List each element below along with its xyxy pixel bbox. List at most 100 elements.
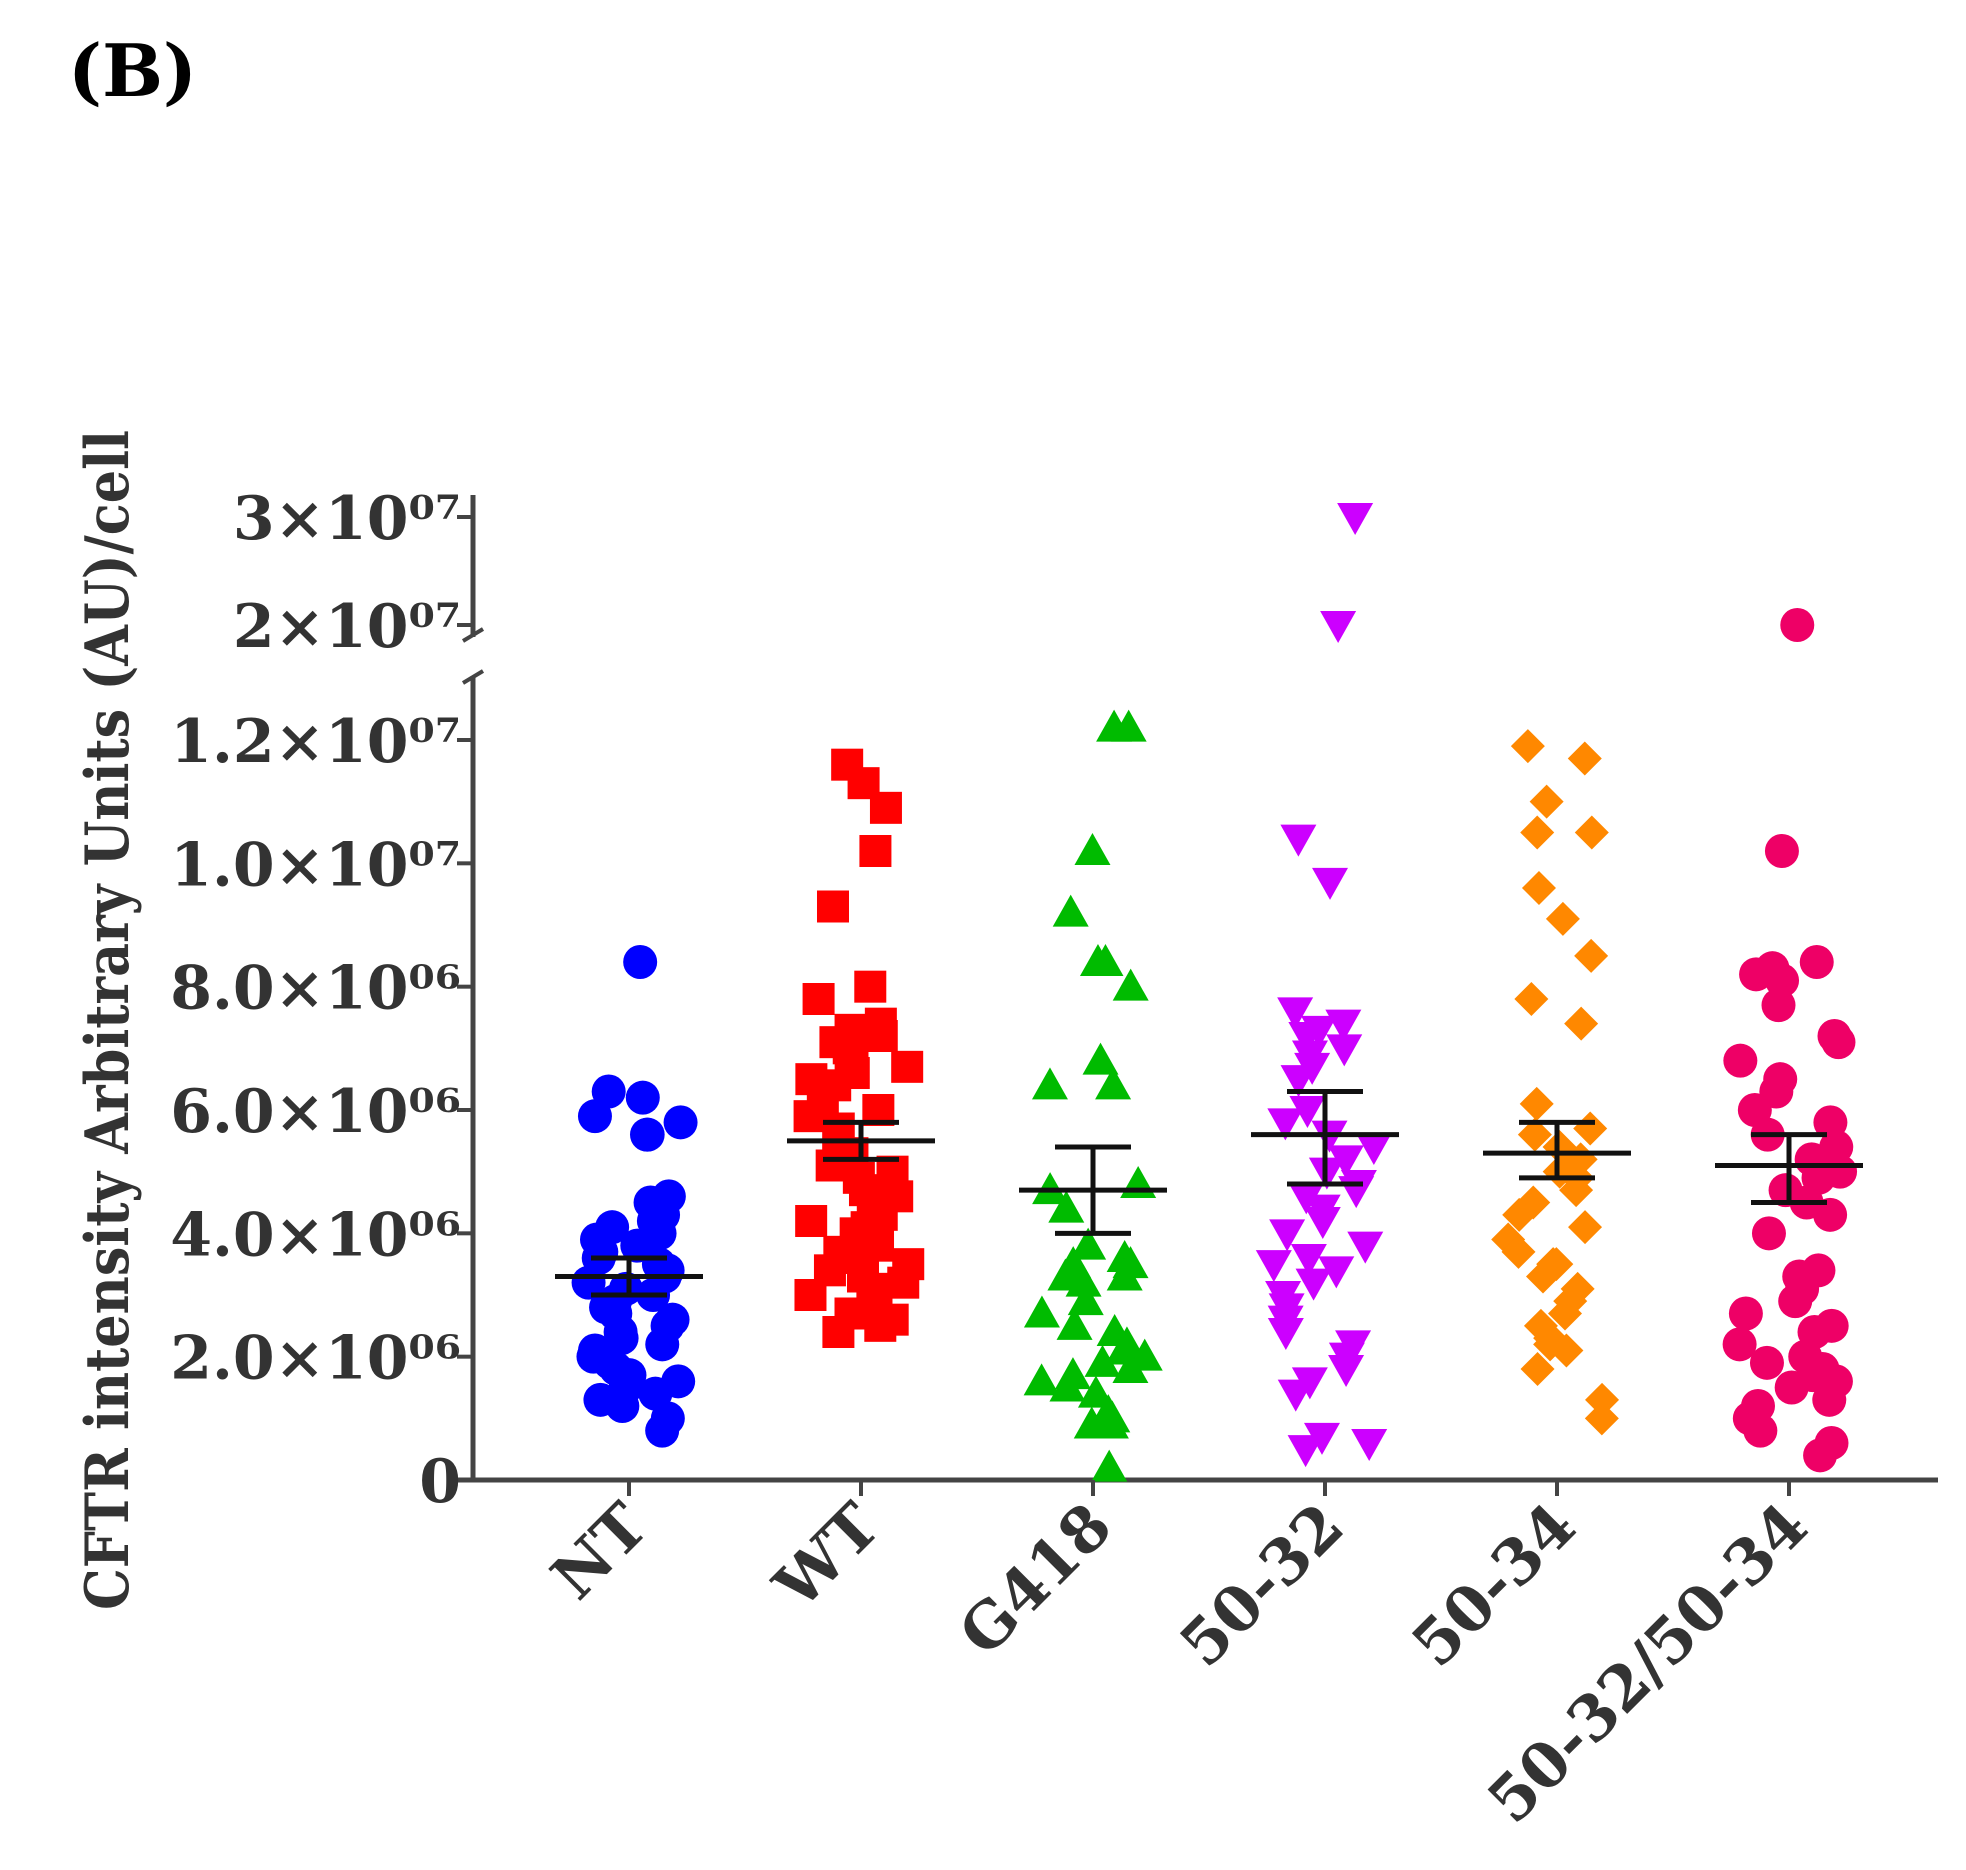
50-34-data-point [1514,982,1549,1016]
50-32-data-point [1351,1429,1388,1461]
50-32-data-point [1355,1133,1392,1165]
50-32-data-point [1255,1250,1292,1283]
nt-data-point [630,1117,665,1152]
g418-data-point [1112,1351,1149,1383]
g418-data-point [1031,1067,1068,1100]
g418-data-point [1067,1283,1104,1316]
50-32-data-point [1347,1231,1384,1264]
wt-data-point [891,1050,924,1083]
50-32-data-point [1280,824,1317,857]
50-32-data-point [1280,1065,1317,1098]
50-32-50-34-data-point [1743,1413,1778,1448]
50-34-data-point [1574,815,1609,850]
50-32-data-point [1277,997,1314,1030]
wt-data-point [854,970,887,1003]
category-label: 50-34 [1398,1489,1590,1681]
y-tick-label: 6.0×10⁰⁶ [170,1077,461,1147]
50-34-data-point [1568,1210,1603,1245]
g418-data-point [1048,1190,1085,1223]
50-32-data-point [1303,1422,1340,1455]
nt-data-point [645,1327,680,1362]
50-32-50-34-data-point [1749,1345,1784,1380]
50-34-data-point [1574,938,1609,973]
50-32-50-34-data-point [1778,1284,1813,1319]
axis-break-mark-lower [461,669,485,685]
g418-data-point [1077,1375,1114,1408]
50-32-50-34-data-point [1799,945,1834,979]
50-32-data-point [1269,1219,1306,1252]
50-32-data-point [1288,1022,1325,1054]
nt-data-point [663,1105,698,1140]
g418-data-point [1023,1363,1060,1396]
50-34-data-point [1567,741,1602,776]
axis-break-mark-upper [461,627,485,643]
50-32-data-point [1287,1435,1324,1468]
g418-data-point [1065,1264,1102,1297]
50-34-data-point [1559,1173,1594,1208]
50-34-data-point [1502,1197,1537,1232]
50-32-data-point [1328,1355,1365,1387]
50-32-50-34-data-point [1751,1216,1786,1251]
wt-data-point [822,1316,855,1348]
y-tick-label: 2×10⁰⁷ [233,592,461,662]
wt-data-point [815,1149,848,1182]
50-32-data-point [1320,611,1357,643]
category-label: NT [537,1489,661,1613]
g418-data-point [1073,1406,1110,1439]
50-34-data-point [1521,871,1556,905]
50-32-data-point [1288,1182,1325,1215]
50-32-50-34-data-point [1803,1438,1838,1473]
50-32-data-point [1304,1207,1341,1239]
50-32-data-point [1326,1034,1363,1067]
50-34-data-point [1529,784,1564,819]
data-points [571,503,1858,1482]
50-34-data-point [1526,1259,1561,1294]
nt-data-point [645,1413,680,1448]
50-32-data-point [1295,1268,1332,1301]
nt-data-point [623,945,658,979]
wt-data-point [865,1020,898,1052]
category-label: 50-32 [1166,1489,1358,1681]
50-32-data-point [1327,1145,1364,1178]
g418-data-point [1070,1227,1107,1260]
g418-data-point [1082,1042,1119,1075]
g418-data-point [1112,968,1149,1001]
wt-data-point [816,890,849,923]
g418-data-point [1106,1258,1143,1291]
50-34-data-point [1501,1234,1536,1269]
50-32-50-34-data-point [1821,1025,1856,1060]
y-tick-label: 4.0×10⁰⁶ [170,1200,461,1270]
50-32-data-point [1290,1244,1327,1276]
category-label: G418 [945,1489,1126,1670]
wt-data-point [864,1309,897,1342]
nt-data-point [577,1099,612,1134]
50-32-50-34-data-point [1813,1197,1848,1232]
50-32-data-point [1337,503,1374,535]
error-bars [555,1089,1863,1298]
50-32-data-point [1267,1318,1304,1350]
50-34-data-point [1510,729,1545,764]
y-axis-title-group: CFTR intensity Arbitrary Units (AU)/cell [73,430,143,1610]
50-32-50-34-data-point [1723,1043,1758,1078]
g418-data-point [1120,1166,1157,1198]
50-34-data-point [1548,1296,1583,1331]
50-32-50-34-data-point [1780,608,1815,642]
50-34-data-point [1520,1352,1555,1386]
g418-data-point [1052,894,1089,927]
wt-data-point [859,835,892,867]
50-34-data-point [1585,1382,1620,1417]
nt-data-point [625,1080,660,1115]
50-34-data-point [1549,1333,1584,1368]
g418-data-point [1074,833,1111,865]
panel-label: (B) [68,28,197,113]
wt-data-point [795,1205,828,1237]
y-tick-label: 2.0×10⁰⁶ [170,1324,461,1394]
g418-data-point [1084,1344,1121,1377]
50-34-data-point [1545,901,1580,936]
y-tick-label: 0 [419,1447,461,1517]
wt-data-point [793,1100,826,1133]
g418-data-point [1049,1369,1086,1402]
g418-data-point [1110,709,1147,742]
